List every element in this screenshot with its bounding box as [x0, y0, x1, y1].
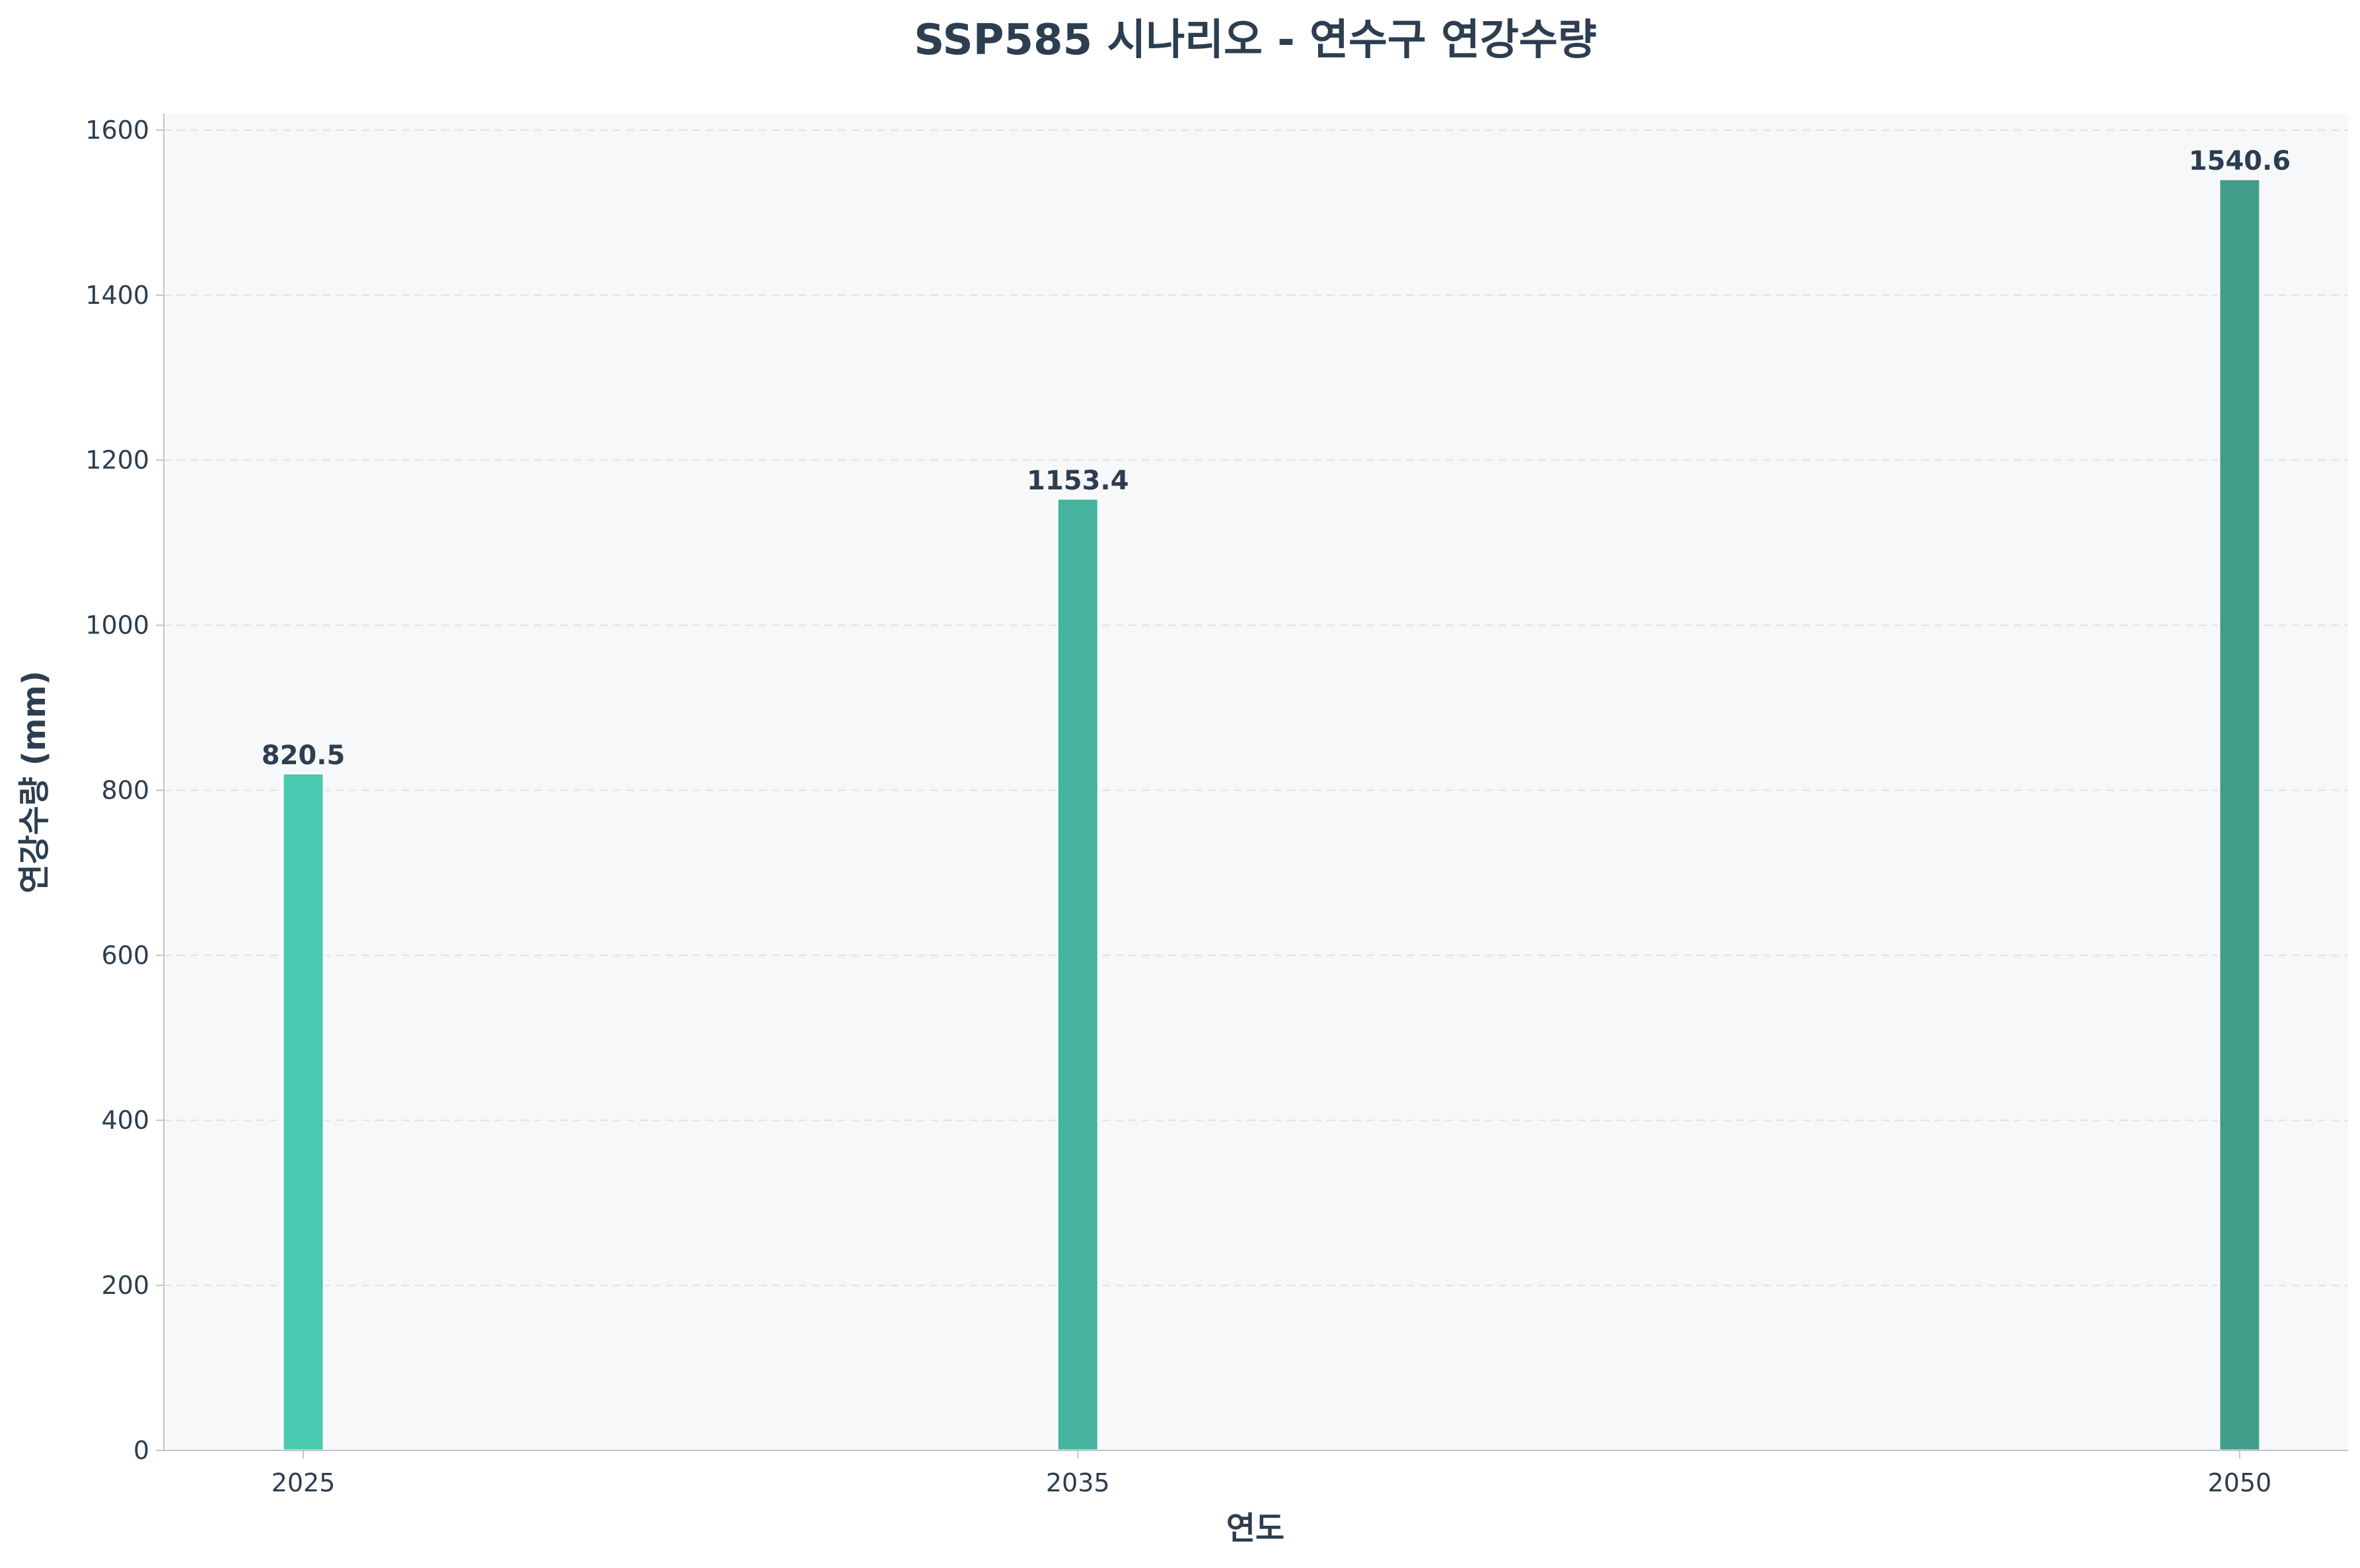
y-tick-label: 1200 [85, 446, 149, 475]
plot-area [164, 114, 2348, 1450]
y-tick-label: 200 [101, 1271, 149, 1300]
y-tick-label: 800 [101, 775, 149, 804]
y-tick-label: 400 [101, 1106, 149, 1135]
grid-lines [164, 129, 2348, 1287]
bar-value-label: 820.5 [262, 740, 346, 771]
y-tick-label: 1400 [85, 281, 149, 310]
x-axis-label: 연도 [1226, 1510, 1284, 1547]
y-axis-label: 연강수량 (mm) [16, 670, 53, 893]
y-tick-label: 1600 [85, 116, 149, 145]
y-tick-label: 0 [133, 1436, 149, 1465]
chart-title: SSP585 시나리오 - 연수구 연강수량 [914, 16, 1596, 65]
x-tick-label: 2050 [2208, 1468, 2272, 1497]
bar-value-label: 1540.6 [2189, 146, 2291, 176]
x-tick-label: 2025 [272, 1468, 336, 1497]
y-axis-ticks: 0 200 400 600 800 1000 1200 1400 1600 [85, 116, 164, 1465]
data-labels: 820.5 1153.4 1540.6 [262, 146, 2291, 771]
y-tick-label: 600 [101, 941, 149, 970]
y-tick-label: 1000 [85, 611, 149, 640]
bar-value-label: 1153.4 [1027, 466, 1128, 496]
bar [1056, 497, 1099, 1452]
x-tick-label: 2035 [1046, 1468, 1110, 1497]
bar [281, 772, 325, 1452]
x-axis-ticks: 2025 2035 2050 [272, 1450, 2272, 1497]
bar [2218, 178, 2262, 1452]
